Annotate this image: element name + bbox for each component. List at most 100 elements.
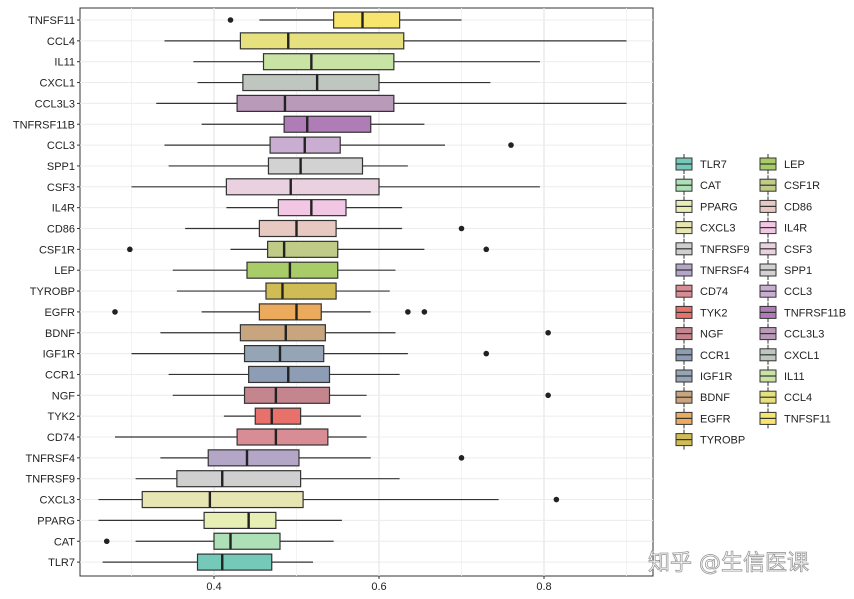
legend-label: TYK2 bbox=[700, 307, 728, 319]
y-tick-label: IGF1R bbox=[43, 349, 75, 361]
box-iqr bbox=[258, 303, 322, 321]
legend-label: CCR1 bbox=[700, 350, 730, 362]
y-tick-label: CXCL3 bbox=[40, 495, 75, 507]
box-csf1r bbox=[127, 240, 490, 258]
legend-item-egfr: EGFR bbox=[675, 408, 731, 429]
y-axis-labels: TNFSF11 CCL4 IL11 CXCL1 CCL3L3 TNFRSF11B CCL3 S… bbox=[13, 15, 80, 569]
box-pparg bbox=[98, 511, 342, 530]
legend-item-tlr7: TLR7 bbox=[675, 154, 727, 174]
legend-label: TNFSF11 bbox=[784, 413, 831, 425]
box-spp1 bbox=[168, 157, 408, 175]
box-tnfrsf9 bbox=[135, 470, 400, 488]
legend-label: PPARG bbox=[700, 201, 738, 213]
box-iqr bbox=[246, 261, 339, 279]
y-tick-label: TNFRSF4 bbox=[26, 453, 76, 465]
legend-label: CSF1R bbox=[784, 180, 820, 192]
legend-label: CCL4 bbox=[784, 392, 812, 404]
box-iqr bbox=[267, 157, 364, 175]
legend-label: LEP bbox=[784, 159, 805, 171]
legend-item-tnfrsf11b: TNFRSF11B bbox=[759, 302, 846, 323]
y-tick-label: IL4R bbox=[52, 203, 75, 215]
legend-item-spp1: SPP1 bbox=[759, 260, 812, 280]
y-tick-label: LEP bbox=[54, 265, 75, 277]
y-tick-label: CD86 bbox=[47, 224, 75, 236]
box-iqr bbox=[236, 94, 395, 113]
legend-item-bdnf: BDNF bbox=[675, 387, 730, 408]
outlier-point bbox=[553, 496, 560, 503]
legend-item-tyk2: TYK2 bbox=[675, 302, 728, 323]
outlier-point bbox=[127, 246, 133, 253]
y-tick-label: TNFRSF9 bbox=[26, 474, 76, 486]
legend-item-cd86: CD86 bbox=[759, 196, 812, 217]
box-il4r bbox=[226, 199, 403, 217]
legend-item-ccl3l3: CCL3L3 bbox=[759, 323, 824, 344]
box-igf1r bbox=[131, 345, 490, 363]
legend-item-tnfrsf9: TNFRSF9 bbox=[675, 238, 750, 259]
legend-label: IGF1R bbox=[700, 371, 732, 383]
box-iqr bbox=[239, 324, 326, 342]
x-tick-label: 0.8 bbox=[536, 581, 551, 593]
box-iqr bbox=[262, 53, 395, 71]
legend-item-tnfsf11: TNFSF11 bbox=[759, 408, 831, 429]
legend-item-ccl3: CCL3 bbox=[759, 281, 812, 302]
y-tick-label: CAT bbox=[54, 536, 75, 548]
y-tick-label: CCL3 bbox=[47, 140, 75, 152]
box-cat bbox=[103, 532, 334, 550]
outlier-point bbox=[405, 309, 411, 315]
legend-item-cxcl3: CXCL3 bbox=[675, 217, 735, 238]
y-tick-label: TNFRSF11B bbox=[13, 119, 75, 131]
box-iqr bbox=[254, 407, 302, 425]
box-cd74 bbox=[115, 428, 367, 446]
y-tick-label: CSF3 bbox=[47, 182, 75, 194]
outlier-point bbox=[421, 309, 428, 315]
y-tick-label: IL11 bbox=[54, 57, 75, 69]
box-iqr bbox=[225, 178, 380, 196]
y-tick-label: TNFSF11 bbox=[28, 15, 75, 27]
box-ccl4 bbox=[164, 32, 627, 50]
legend-item-tyrobp: TYROBP bbox=[675, 429, 745, 450]
box-iqr bbox=[242, 73, 380, 92]
outlier-point bbox=[545, 392, 551, 399]
outlier-point bbox=[103, 538, 110, 545]
outlier-point bbox=[545, 329, 551, 336]
box-lep bbox=[172, 261, 396, 279]
legend-label: IL11 bbox=[784, 371, 805, 383]
legend-label: EGFR bbox=[700, 413, 731, 425]
legend-item-il4r: IL4R bbox=[759, 217, 807, 238]
legend-label: BDNF bbox=[700, 392, 730, 404]
box-tnfrsf11b bbox=[201, 115, 425, 133]
box-csf3 bbox=[131, 178, 540, 196]
outlier-point bbox=[458, 225, 465, 232]
legend-item-cxcl1: CXCL1 bbox=[759, 344, 819, 365]
y-tick-label: TYK2 bbox=[47, 411, 75, 423]
box-tnfsf11 bbox=[227, 11, 462, 29]
legend-item-pparg: PPARG bbox=[675, 196, 738, 217]
watermark: 知乎 @生信医课 bbox=[648, 551, 809, 576]
outlier-point bbox=[508, 142, 514, 148]
box-iqr bbox=[207, 449, 300, 467]
y-tick-label: CCL4 bbox=[47, 36, 75, 48]
y-tick-label: SPP1 bbox=[47, 161, 75, 173]
box-ccl3 bbox=[164, 136, 514, 154]
legend-label: CD74 bbox=[700, 286, 728, 298]
box-cd86 bbox=[185, 219, 465, 238]
legend-item-cat: CAT bbox=[675, 175, 721, 196]
outlier-point bbox=[483, 350, 490, 357]
box-iqr bbox=[236, 428, 329, 446]
outlier-point bbox=[458, 455, 465, 461]
y-tick-label: EGFR bbox=[44, 307, 75, 319]
box-tlr7 bbox=[102, 553, 313, 571]
outlier-point bbox=[227, 17, 234, 23]
legend-label: CSF3 bbox=[784, 244, 812, 256]
legend-label: CXCL1 bbox=[784, 350, 819, 362]
legend-label: IL4R bbox=[784, 223, 807, 235]
box-tyrobp bbox=[176, 282, 390, 300]
y-tick-label: BDNF bbox=[45, 328, 75, 340]
box-iqr bbox=[213, 532, 281, 550]
legend-item-ngf: NGF bbox=[675, 323, 724, 344]
legend-item-ccl4: CCL4 bbox=[759, 387, 812, 408]
box-tnfrsf4 bbox=[160, 449, 465, 467]
legend-label: TLR7 bbox=[700, 159, 727, 171]
y-tick-label: CCR1 bbox=[45, 369, 75, 381]
